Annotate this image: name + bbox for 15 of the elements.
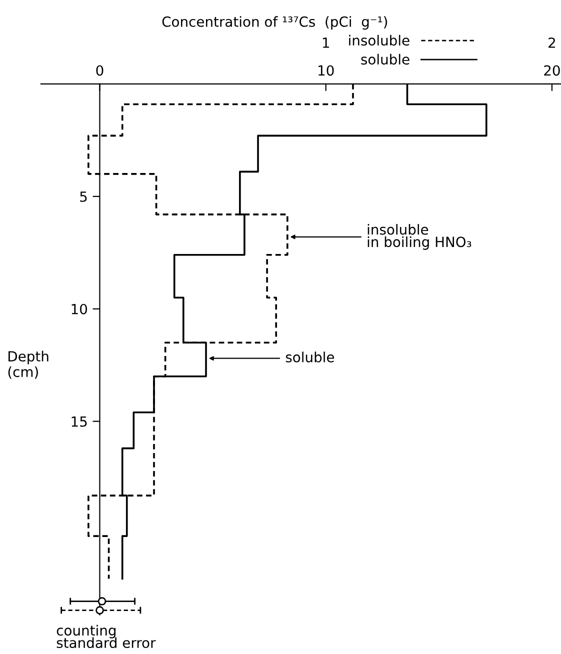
- text: counting standard error: [56, 624, 156, 648]
- x2-tick-label: 1: [322, 38, 329, 48]
- x-tick-label: 10: [318, 65, 334, 76]
- x-tick-label: 0: [96, 65, 104, 76]
- x2-tick-label: 2: [548, 37, 555, 48]
- x-tick-label: 20: [544, 65, 560, 76]
- chart-title: Concentration of ¹³⁷Cs (pCi g⁻¹): [162, 16, 388, 30]
- y-tick-label: 5: [80, 192, 87, 202]
- legend-label: insoluble: [349, 34, 410, 46]
- y-tick-label: 10: [72, 304, 88, 314]
- annotation: soluble: [286, 352, 334, 362]
- annotation: insoluble in boiling HNO₃: [368, 224, 472, 250]
- y-tick-label: 15: [72, 416, 87, 427]
- legend-label: soluble: [361, 54, 410, 65]
- y-axis-title: Depth (cm): [8, 350, 48, 379]
